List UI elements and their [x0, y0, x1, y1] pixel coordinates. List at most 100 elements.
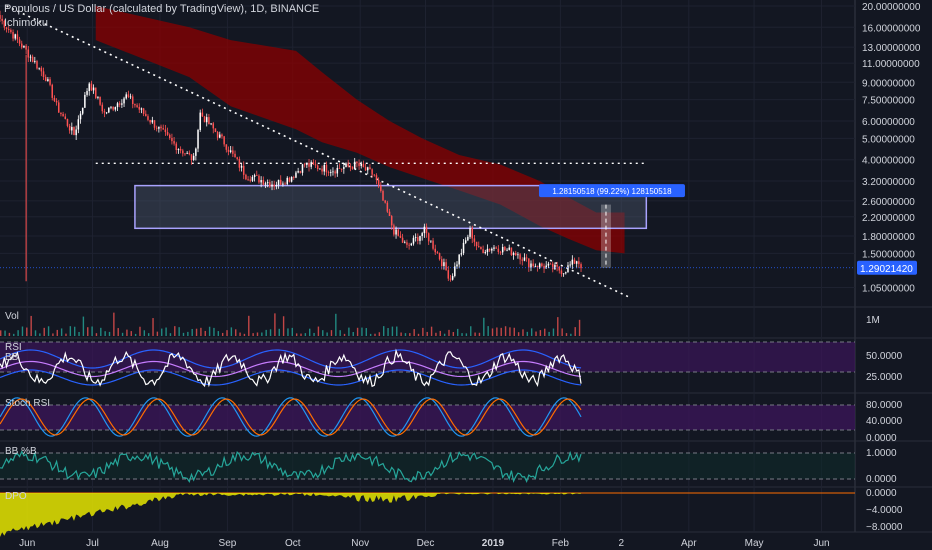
candle-body-140 [303, 164, 306, 166]
candle-body-13 [27, 49, 30, 58]
x-tick-label-6: Dec [417, 538, 435, 549]
candle-body-237 [514, 252, 517, 256]
candle-body-28 [60, 112, 62, 115]
candle-body-87 [188, 152, 191, 155]
candle-body-228 [495, 247, 497, 249]
candle-body-73 [158, 126, 160, 129]
volume-bar-98 [213, 327, 215, 336]
rsi-axis-label-1: 25.0000 [866, 372, 903, 383]
volume-bar-220 [478, 332, 481, 336]
volume-bar-234 [509, 327, 511, 336]
volume-bar-6 [13, 333, 15, 336]
candle-body-261 [567, 265, 569, 273]
candle-body-138 [299, 171, 302, 173]
volume-bar-146 [317, 326, 320, 336]
volume-bar-242 [526, 331, 529, 336]
volume-bar-224 [487, 326, 489, 336]
candle-body-81 [175, 143, 178, 150]
volume-bar-38 [82, 316, 85, 336]
candle-body-221 [480, 246, 482, 250]
candle-body-29 [62, 114, 64, 117]
candle-body-40 [86, 91, 88, 95]
candle-body-190 [412, 237, 415, 244]
volume-bar-228 [496, 327, 498, 336]
candle-body-254 [551, 263, 554, 270]
candle-body-182 [395, 229, 397, 235]
candle-body-135 [293, 176, 295, 178]
candle-body-139 [301, 164, 304, 173]
volume-bar-180 [391, 326, 394, 336]
volume-bar-160 [348, 327, 350, 336]
candle-body-239 [519, 254, 521, 260]
candle-body-69 [149, 119, 151, 123]
candle-body-43 [92, 87, 95, 91]
volume-bar-20 [43, 327, 45, 336]
candle-body-46 [99, 96, 101, 105]
candle-body-226 [491, 248, 493, 251]
candle-body-175 [380, 185, 382, 191]
volume-bar-42 [91, 326, 93, 336]
dpo-panel-label: DPO [5, 491, 27, 502]
candle-body-213 [462, 242, 465, 254]
candle-body-51 [110, 106, 112, 108]
candle-body-253 [549, 263, 552, 265]
candle-body-9 [18, 39, 21, 44]
volume-bar-64 [139, 326, 141, 336]
candle-body-12 [25, 45, 27, 50]
candle-body-63 [136, 105, 138, 107]
support-zone-box [134, 184, 648, 230]
candle-body-56 [121, 103, 123, 105]
stoch-d-line [0, 398, 582, 436]
candle-body-70 [151, 120, 154, 123]
volume-bar-34 [73, 326, 76, 336]
candle-body-196 [425, 226, 428, 234]
candle-body-223 [484, 252, 487, 254]
candle-body-147 [319, 168, 321, 170]
volume-bar-156 [339, 330, 341, 336]
candle-body-123 [266, 182, 269, 184]
candle-body-224 [486, 248, 489, 253]
candle-body-231 [501, 247, 504, 253]
candle-body-174 [377, 179, 380, 186]
volume-bar-206 [448, 329, 450, 336]
volume-bar-266 [578, 319, 581, 336]
candle-body-30 [64, 116, 67, 119]
candle-body-35 [75, 129, 77, 136]
candle-body-193 [419, 236, 421, 241]
volume-bar-26 [56, 329, 58, 336]
volume-bar-96 [208, 326, 211, 336]
candle-body-107 [232, 150, 234, 154]
x-tick-label-0: Jun [19, 538, 35, 549]
candle-body-18 [38, 67, 40, 69]
candle-body-134 [290, 176, 293, 182]
volume-bar-158 [343, 333, 346, 336]
candle-body-74 [160, 126, 162, 129]
downtrend-line [6, 5, 630, 298]
candle-body-44 [94, 87, 97, 98]
candle-body-122 [264, 183, 267, 185]
candle-body-258 [560, 270, 563, 274]
bbpct-band-background [0, 453, 855, 479]
volume-bar-142 [309, 328, 311, 336]
volume-bar-166 [361, 327, 363, 336]
stoch-axis-label-2: 0.0000 [866, 433, 897, 444]
candle-body-1 [1, 18, 3, 21]
candle-body-109 [236, 157, 238, 159]
candle-body-82 [177, 149, 180, 150]
candle-body-45 [97, 96, 99, 98]
candle-body-251 [545, 265, 547, 269]
volume-bar-154 [335, 313, 337, 336]
x-tick-label-2: Aug [151, 538, 169, 549]
candle-body-265 [575, 261, 578, 264]
volume-bar-84 [182, 332, 185, 336]
candle-body-98 [212, 123, 215, 129]
candle-body-68 [147, 116, 149, 120]
candle-body-20 [42, 71, 45, 78]
candle-body-186 [404, 242, 406, 244]
candle-body-24 [51, 84, 53, 98]
volume-bar-40 [87, 327, 89, 336]
price-tick-label-8: 4.00000000 [862, 156, 915, 167]
candle-body-32 [68, 125, 71, 131]
candle-body-125 [271, 184, 273, 187]
